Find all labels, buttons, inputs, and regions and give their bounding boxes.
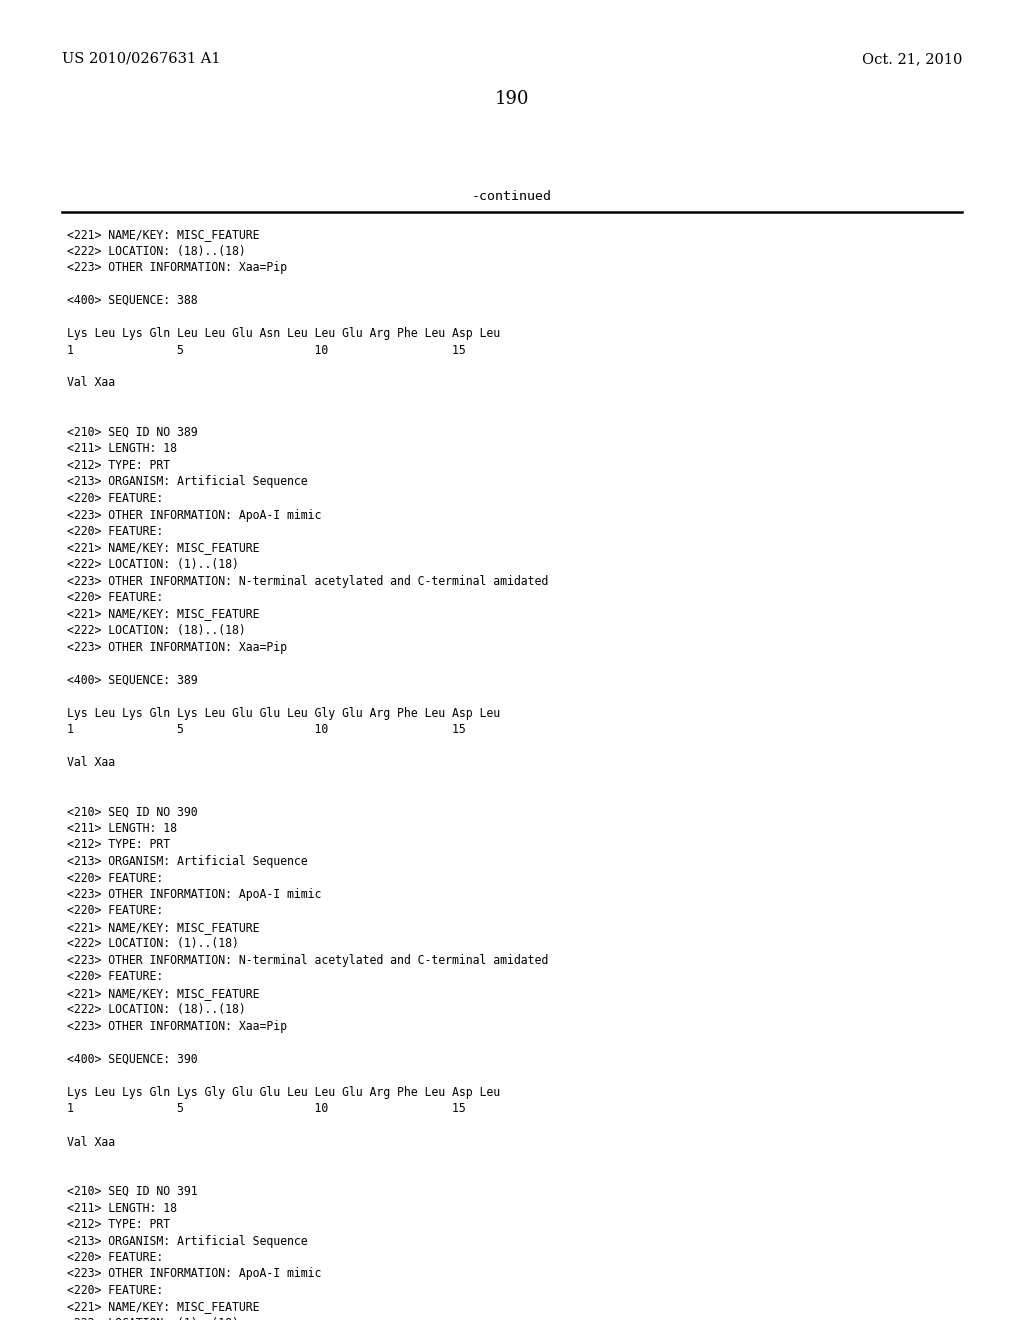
Text: <211> LENGTH: 18: <211> LENGTH: 18 xyxy=(67,822,177,836)
Text: <220> FEATURE:: <220> FEATURE: xyxy=(67,904,163,917)
Text: <213> ORGANISM: Artificial Sequence: <213> ORGANISM: Artificial Sequence xyxy=(67,475,307,488)
Text: Val Xaa: Val Xaa xyxy=(67,1135,115,1148)
Text: <400> SEQUENCE: 388: <400> SEQUENCE: 388 xyxy=(67,294,198,308)
Text: <223> OTHER INFORMATION: Xaa=Pip: <223> OTHER INFORMATION: Xaa=Pip xyxy=(67,640,287,653)
Text: 1               5                   10                  15: 1 5 10 15 xyxy=(67,1102,466,1115)
Text: <221> NAME/KEY: MISC_FEATURE: <221> NAME/KEY: MISC_FEATURE xyxy=(67,607,259,620)
Text: <222> LOCATION: (18)..(18): <222> LOCATION: (18)..(18) xyxy=(67,1003,246,1016)
Text: <212> TYPE: PRT: <212> TYPE: PRT xyxy=(67,1218,170,1232)
Text: <213> ORGANISM: Artificial Sequence: <213> ORGANISM: Artificial Sequence xyxy=(67,1234,307,1247)
Text: <213> ORGANISM: Artificial Sequence: <213> ORGANISM: Artificial Sequence xyxy=(67,855,307,869)
Text: <221> NAME/KEY: MISC_FEATURE: <221> NAME/KEY: MISC_FEATURE xyxy=(67,1300,259,1313)
Text: <223> OTHER INFORMATION: N-terminal acetylated and C-terminal amidated: <223> OTHER INFORMATION: N-terminal acet… xyxy=(67,574,548,587)
Text: 1               5                   10                  15: 1 5 10 15 xyxy=(67,723,466,737)
Text: <223> OTHER INFORMATION: N-terminal acetylated and C-terminal amidated: <223> OTHER INFORMATION: N-terminal acet… xyxy=(67,954,548,968)
Text: <400> SEQUENCE: 390: <400> SEQUENCE: 390 xyxy=(67,1053,198,1067)
Text: Val Xaa: Val Xaa xyxy=(67,756,115,770)
Text: <221> NAME/KEY: MISC_FEATURE: <221> NAME/KEY: MISC_FEATURE xyxy=(67,228,259,242)
Text: <210> SEQ ID NO 390: <210> SEQ ID NO 390 xyxy=(67,805,198,818)
Text: <222> LOCATION: (1)..(18): <222> LOCATION: (1)..(18) xyxy=(67,1317,239,1320)
Text: <210> SEQ ID NO 391: <210> SEQ ID NO 391 xyxy=(67,1185,198,1199)
Text: <223> OTHER INFORMATION: Xaa=Pip: <223> OTHER INFORMATION: Xaa=Pip xyxy=(67,261,287,275)
Text: <222> LOCATION: (18)..(18): <222> LOCATION: (18)..(18) xyxy=(67,624,246,638)
Text: -continued: -continued xyxy=(472,190,552,203)
Text: <220> FEATURE:: <220> FEATURE: xyxy=(67,1251,163,1265)
Text: <222> LOCATION: (1)..(18): <222> LOCATION: (1)..(18) xyxy=(67,937,239,950)
Text: <221> NAME/KEY: MISC_FEATURE: <221> NAME/KEY: MISC_FEATURE xyxy=(67,987,259,1001)
Text: <220> FEATURE:: <220> FEATURE: xyxy=(67,871,163,884)
Text: <212> TYPE: PRT: <212> TYPE: PRT xyxy=(67,838,170,851)
Text: <400> SEQUENCE: 389: <400> SEQUENCE: 389 xyxy=(67,673,198,686)
Text: <220> FEATURE:: <220> FEATURE: xyxy=(67,525,163,539)
Text: <211> LENGTH: 18: <211> LENGTH: 18 xyxy=(67,442,177,455)
Text: <222> LOCATION: (1)..(18): <222> LOCATION: (1)..(18) xyxy=(67,558,239,572)
Text: <221> NAME/KEY: MISC_FEATURE: <221> NAME/KEY: MISC_FEATURE xyxy=(67,541,259,554)
Text: Lys Leu Lys Gln Lys Leu Glu Glu Leu Gly Glu Arg Phe Leu Asp Leu: Lys Leu Lys Gln Lys Leu Glu Glu Leu Gly … xyxy=(67,706,500,719)
Text: <223> OTHER INFORMATION: ApoA-I mimic: <223> OTHER INFORMATION: ApoA-I mimic xyxy=(67,1267,322,1280)
Text: <223> OTHER INFORMATION: ApoA-I mimic: <223> OTHER INFORMATION: ApoA-I mimic xyxy=(67,508,322,521)
Text: 1               5                   10                  15: 1 5 10 15 xyxy=(67,343,466,356)
Text: <212> TYPE: PRT: <212> TYPE: PRT xyxy=(67,459,170,473)
Text: <220> FEATURE:: <220> FEATURE: xyxy=(67,492,163,506)
Text: <210> SEQ ID NO 389: <210> SEQ ID NO 389 xyxy=(67,426,198,440)
Text: US 2010/0267631 A1: US 2010/0267631 A1 xyxy=(62,51,220,66)
Text: <223> OTHER INFORMATION: Xaa=Pip: <223> OTHER INFORMATION: Xaa=Pip xyxy=(67,1020,287,1034)
Text: Lys Leu Lys Gln Leu Leu Glu Asn Leu Leu Glu Arg Phe Leu Asp Leu: Lys Leu Lys Gln Leu Leu Glu Asn Leu Leu … xyxy=(67,327,500,341)
Text: <220> FEATURE:: <220> FEATURE: xyxy=(67,1284,163,1298)
Text: <220> FEATURE:: <220> FEATURE: xyxy=(67,591,163,605)
Text: <223> OTHER INFORMATION: ApoA-I mimic: <223> OTHER INFORMATION: ApoA-I mimic xyxy=(67,888,322,902)
Text: Oct. 21, 2010: Oct. 21, 2010 xyxy=(861,51,962,66)
Text: <211> LENGTH: 18: <211> LENGTH: 18 xyxy=(67,1201,177,1214)
Text: <221> NAME/KEY: MISC_FEATURE: <221> NAME/KEY: MISC_FEATURE xyxy=(67,921,259,935)
Text: 190: 190 xyxy=(495,90,529,108)
Text: Val Xaa: Val Xaa xyxy=(67,376,115,389)
Text: <220> FEATURE:: <220> FEATURE: xyxy=(67,970,163,983)
Text: Lys Leu Lys Gln Lys Gly Glu Glu Leu Leu Glu Arg Phe Leu Asp Leu: Lys Leu Lys Gln Lys Gly Glu Glu Leu Leu … xyxy=(67,1086,500,1100)
Text: <222> LOCATION: (18)..(18): <222> LOCATION: (18)..(18) xyxy=(67,244,246,257)
